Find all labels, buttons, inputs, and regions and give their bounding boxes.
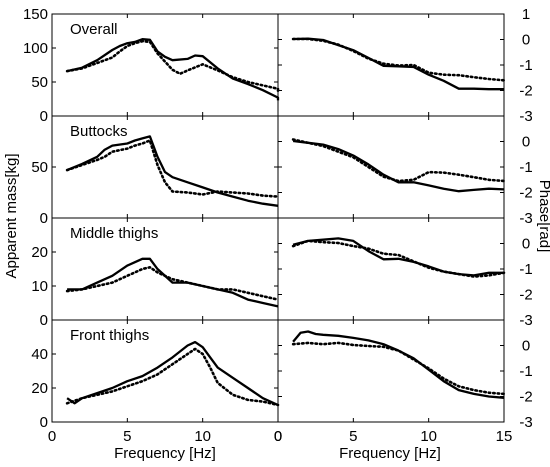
y-tick-label: 20 (31, 244, 48, 261)
y-axis-label-left: Apparent mass[kg] (3, 153, 20, 278)
phase-tick-label: -2 (519, 83, 532, 100)
phase-dotted-line (291, 239, 506, 278)
phase-tick-label: -3 (519, 210, 532, 227)
y-tick-label: 0 (40, 210, 48, 227)
mass-solid-line (67, 257, 279, 308)
phase-tick-label: -3 (519, 108, 532, 125)
x-axis-label-left: Frequency [Hz] (114, 445, 216, 462)
mass-solid-line (66, 340, 279, 407)
phase-tick-label: 0 (522, 236, 530, 253)
phase-solid-line (292, 139, 505, 193)
x-tick-label: 10 (420, 428, 437, 445)
mass-dotted-line (65, 347, 280, 407)
y-tick-label: 0 (40, 414, 48, 431)
x-tick-label: 0 (48, 428, 56, 445)
y-tick-label: 10 (31, 278, 48, 295)
phase-tick-label: 1 (522, 6, 530, 23)
phase-tick-label: -2 (519, 185, 532, 202)
panel-title: Middle thighs (70, 225, 158, 242)
mass-dotted-line (65, 139, 280, 198)
panel-title: Front thighs (70, 327, 149, 344)
x-tick-label: 0 (274, 428, 282, 445)
phase-dotted-line (291, 37, 506, 82)
x-tick-label: 5 (123, 428, 131, 445)
phase-tick-label: -2 (519, 287, 532, 304)
phase-tick-label: -2 (519, 389, 532, 406)
panel-title: Overall (70, 21, 118, 38)
x-tick-label: 15 (496, 428, 513, 445)
mass-solid-line (66, 135, 279, 207)
y-tick-label: 50 (31, 159, 48, 176)
y-tick-label: 40 (31, 346, 48, 363)
phase-solid-line (292, 237, 504, 277)
phase-tick-label: -1 (519, 57, 532, 74)
phase-tick-label: -1 (519, 261, 532, 278)
phase-tick-label: -3 (519, 312, 532, 329)
phase-solid-line (293, 37, 504, 91)
phase-tick-label: -3 (519, 414, 532, 431)
phase-tick-label: 0 (522, 32, 530, 49)
x-tick-label: 5 (349, 428, 357, 445)
phase-tick-label: -1 (519, 159, 532, 176)
phase-dotted-line (291, 341, 506, 396)
y-tick-label: 50 (31, 74, 48, 91)
y-tick-label: 0 (40, 312, 48, 329)
y-tick-label: 20 (31, 380, 48, 397)
y-tick-label: 0 (40, 108, 48, 125)
mass-dotted-line (65, 266, 280, 301)
phase-dotted-line (291, 138, 506, 183)
mass-dotted-line (65, 39, 280, 94)
x-axis-label-right: Frequency [Hz] (339, 445, 441, 462)
x-tick-label: 10 (194, 428, 211, 445)
x-tick-label: 0 (274, 428, 282, 445)
y-axis-label-right: Phase[rad] (536, 180, 550, 253)
phase-solid-line (292, 330, 505, 399)
mass-solid-line (66, 38, 280, 101)
panel-title: Buttocks (70, 123, 128, 140)
phase-tick-label: 0 (522, 338, 530, 355)
y-tick-label: 150 (23, 6, 48, 23)
y-tick-label: 100 (23, 40, 48, 57)
phase-tick-label: 0 (522, 134, 530, 151)
phase-tick-label: -1 (519, 363, 532, 380)
